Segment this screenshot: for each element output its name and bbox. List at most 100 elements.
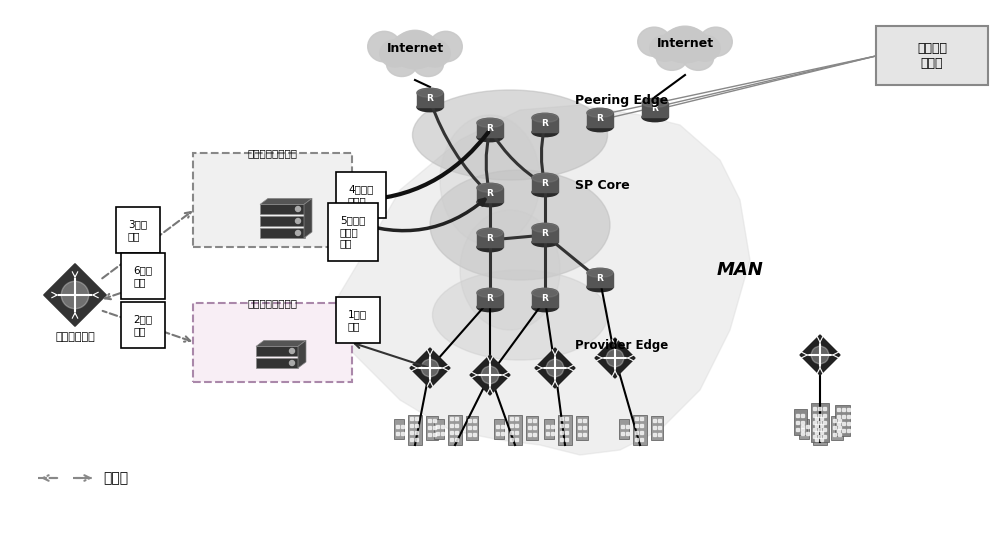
- Bar: [842, 422, 844, 425]
- Bar: [811, 403, 829, 442]
- Bar: [587, 273, 613, 287]
- Bar: [560, 438, 562, 441]
- Bar: [532, 228, 558, 242]
- Bar: [394, 419, 404, 439]
- Bar: [410, 417, 413, 420]
- Bar: [818, 414, 820, 417]
- Ellipse shape: [368, 31, 401, 62]
- Ellipse shape: [660, 27, 710, 63]
- Text: SP Core: SP Core: [575, 179, 630, 192]
- Text: 异常流量清洗部件: 异常流量清洗部件: [247, 148, 297, 158]
- Bar: [847, 415, 850, 418]
- Text: R: R: [597, 274, 603, 282]
- Bar: [801, 428, 804, 431]
- Bar: [532, 118, 558, 132]
- Bar: [815, 438, 818, 441]
- Text: 控制流: 控制流: [103, 471, 128, 485]
- Bar: [653, 426, 656, 429]
- Bar: [818, 407, 820, 410]
- Polygon shape: [260, 198, 312, 204]
- Ellipse shape: [477, 243, 503, 252]
- Ellipse shape: [587, 282, 613, 292]
- Bar: [560, 431, 562, 434]
- Ellipse shape: [532, 173, 558, 182]
- Bar: [560, 424, 562, 427]
- Bar: [477, 123, 503, 137]
- Bar: [477, 293, 503, 307]
- Bar: [833, 426, 836, 429]
- Bar: [477, 188, 503, 202]
- Bar: [640, 431, 642, 434]
- Bar: [528, 426, 530, 429]
- Circle shape: [296, 206, 300, 212]
- Bar: [837, 429, 840, 432]
- Bar: [450, 417, 452, 420]
- Bar: [799, 419, 809, 439]
- Text: 6攻击
解除: 6攻击 解除: [133, 265, 152, 287]
- Text: R: R: [597, 113, 603, 123]
- Bar: [796, 414, 798, 417]
- Ellipse shape: [460, 210, 560, 330]
- Ellipse shape: [587, 268, 613, 277]
- Bar: [415, 424, 418, 427]
- Bar: [801, 425, 804, 428]
- Bar: [578, 433, 580, 436]
- Bar: [260, 216, 305, 226]
- Bar: [565, 424, 568, 427]
- Bar: [455, 431, 458, 434]
- Bar: [468, 433, 471, 436]
- FancyBboxPatch shape: [193, 153, 352, 247]
- Bar: [510, 417, 512, 420]
- Bar: [823, 421, 826, 424]
- Polygon shape: [298, 340, 306, 368]
- Ellipse shape: [396, 30, 434, 59]
- Bar: [558, 415, 572, 445]
- Ellipse shape: [477, 228, 503, 237]
- Bar: [838, 426, 840, 429]
- Bar: [818, 435, 820, 438]
- Ellipse shape: [413, 90, 608, 180]
- Bar: [820, 431, 822, 434]
- Bar: [813, 428, 816, 431]
- Bar: [813, 414, 816, 417]
- Text: 异常流量探测部件: 异常流量探测部件: [247, 298, 297, 308]
- Bar: [415, 431, 418, 434]
- Ellipse shape: [650, 35, 681, 61]
- Bar: [823, 428, 826, 431]
- Bar: [546, 425, 548, 428]
- Bar: [640, 438, 642, 441]
- Ellipse shape: [477, 184, 503, 192]
- Bar: [401, 425, 404, 428]
- Ellipse shape: [477, 184, 503, 192]
- Text: Internet: Internet: [386, 41, 444, 54]
- Bar: [455, 424, 458, 427]
- Text: 4牵引攻
击流量: 4牵引攻 击流量: [348, 184, 373, 206]
- Bar: [818, 421, 820, 424]
- Ellipse shape: [532, 113, 558, 122]
- Bar: [533, 426, 536, 429]
- Bar: [635, 424, 638, 427]
- Bar: [847, 429, 850, 432]
- Ellipse shape: [642, 98, 668, 108]
- Ellipse shape: [440, 115, 540, 245]
- Bar: [433, 426, 436, 429]
- Circle shape: [296, 230, 300, 236]
- Bar: [838, 419, 840, 422]
- Ellipse shape: [477, 198, 503, 207]
- Bar: [651, 416, 663, 440]
- Bar: [653, 433, 656, 436]
- Bar: [823, 407, 826, 410]
- Ellipse shape: [532, 223, 558, 232]
- Bar: [842, 408, 844, 411]
- Bar: [417, 93, 443, 107]
- Bar: [820, 417, 822, 420]
- Polygon shape: [470, 355, 510, 395]
- Bar: [256, 358, 298, 368]
- Bar: [801, 414, 804, 417]
- Bar: [473, 433, 476, 436]
- Bar: [436, 432, 438, 435]
- Text: R: R: [487, 188, 493, 198]
- Polygon shape: [304, 198, 312, 238]
- Text: R: R: [542, 294, 548, 302]
- Ellipse shape: [532, 288, 558, 298]
